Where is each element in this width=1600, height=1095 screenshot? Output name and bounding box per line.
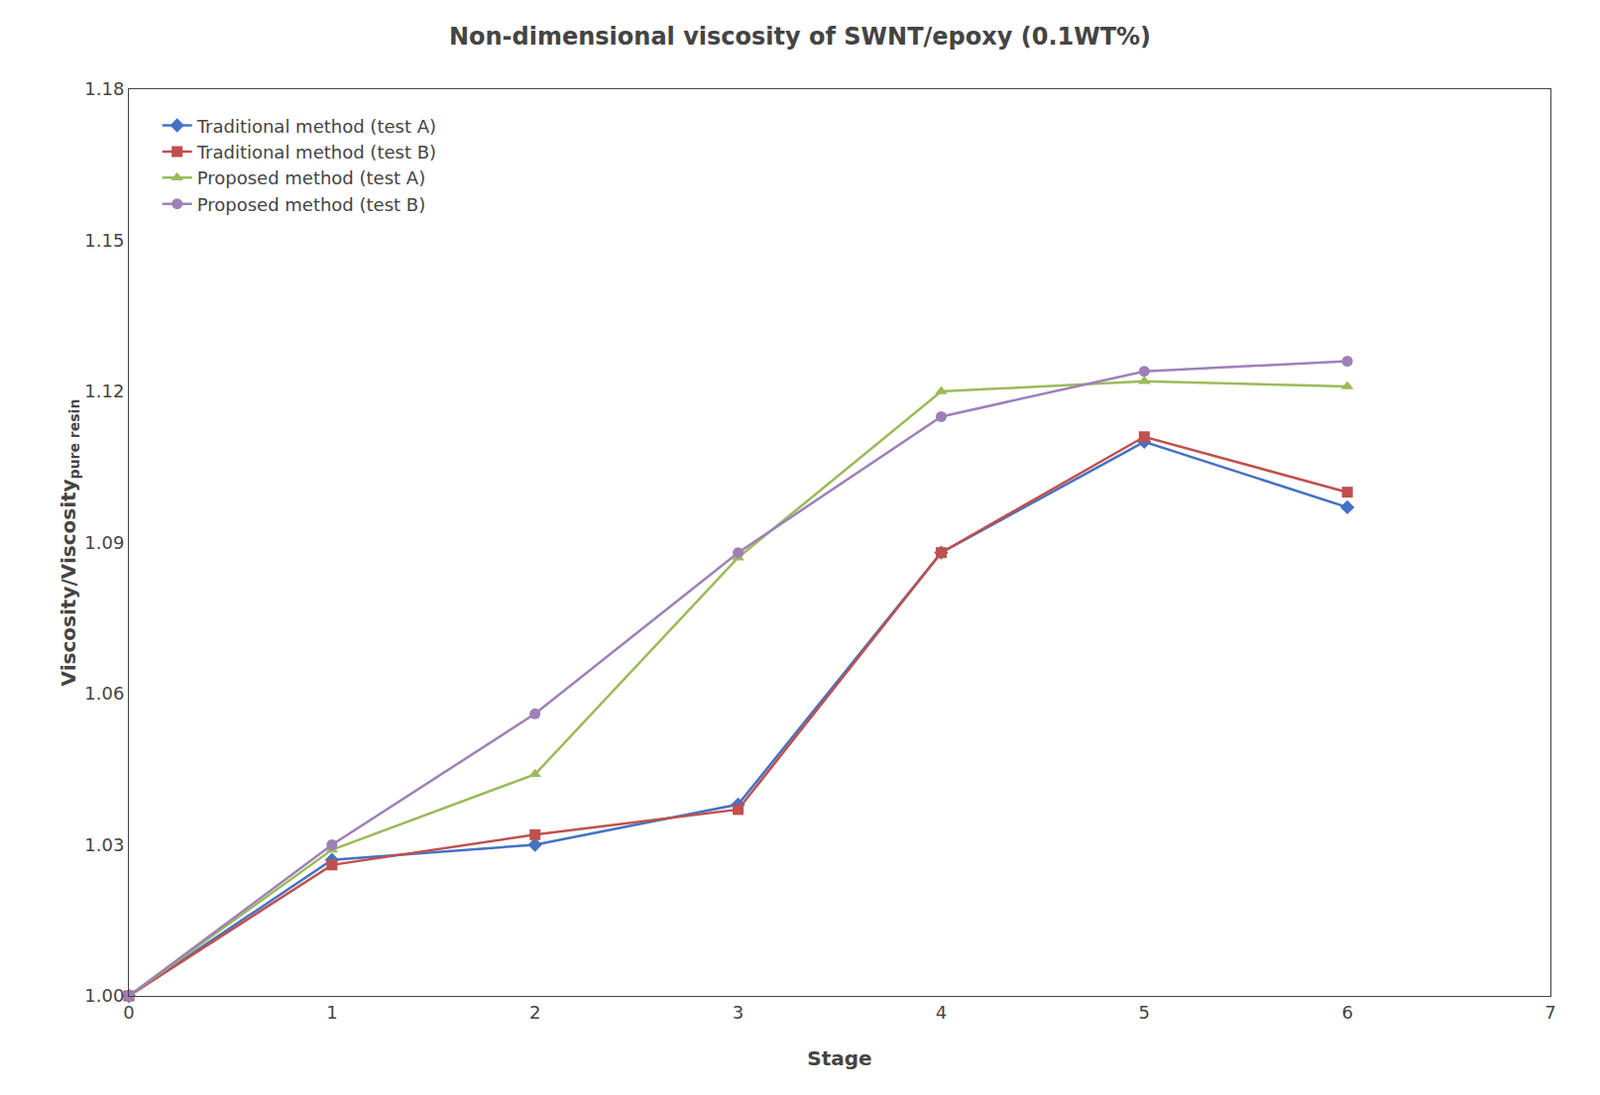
- svg-text:1.09: 1.09: [84, 532, 124, 554]
- svg-text:1.06: 1.06: [84, 683, 124, 704]
- svg-text:4: 4: [935, 1002, 947, 1024]
- svg-text:0: 0: [122, 1002, 134, 1024]
- svg-text:1.18: 1.18: [84, 78, 124, 100]
- svg-text:Traditional method (test B): Traditional method (test B): [196, 141, 437, 163]
- svg-text:Non-dimensional viscosity of S: Non-dimensional viscosity of SWNT/epoxy …: [449, 22, 1151, 51]
- svg-text:1.12: 1.12: [84, 380, 124, 402]
- svg-text:2: 2: [529, 1002, 541, 1024]
- svg-text:6: 6: [1341, 1002, 1353, 1024]
- svg-text:1.00: 1.00: [84, 985, 124, 1007]
- svg-text:7: 7: [1544, 1002, 1556, 1024]
- svg-text:Traditional method (test A): Traditional method (test A): [196, 115, 437, 137]
- svg-text:Proposed method (test B): Proposed method (test B): [197, 194, 427, 216]
- svg-text:Stage: Stage: [806, 1046, 872, 1071]
- svg-text:3: 3: [732, 1002, 744, 1024]
- svg-text:1.03: 1.03: [84, 834, 124, 856]
- svg-text:Proposed method (test A): Proposed method (test A): [197, 167, 426, 189]
- svg-text:1.15: 1.15: [84, 229, 124, 251]
- svg-text:Viscosity/Viscosity​pure resin: Viscosity/Viscosity​pure resin​: [56, 399, 83, 687]
- svg-text:5: 5: [1139, 1002, 1150, 1024]
- svg-text:1: 1: [326, 1002, 338, 1024]
